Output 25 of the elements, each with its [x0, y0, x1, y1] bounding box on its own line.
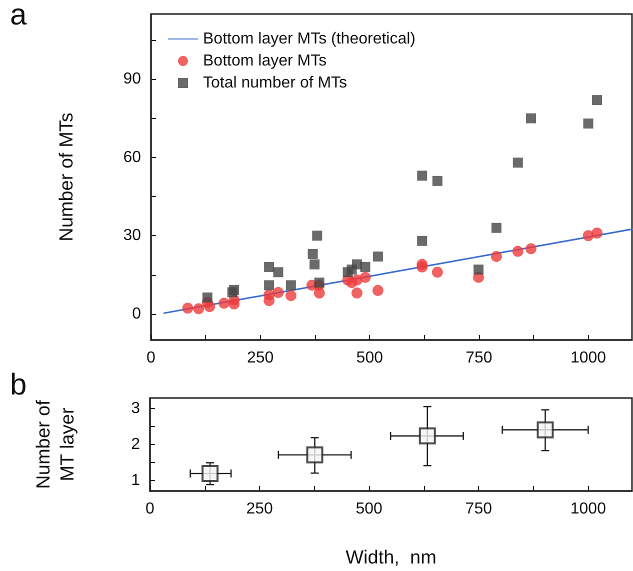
y-axis-title: Number of MTs [56, 112, 78, 242]
y-tick-label: 60 [123, 148, 142, 166]
legend-label: Bottom layer MTs (theoretical) [203, 30, 416, 48]
legend-label: Bottom layer MTs [203, 52, 327, 70]
x-tick-label: 500 [356, 350, 384, 366]
legend-label: Total number of MTs [203, 74, 348, 92]
x-tick-label: 250 [246, 350, 274, 366]
x-tick-label: 1000 [570, 500, 606, 518]
y-tick-label: 2 [131, 436, 140, 453]
x-tick-label: 500 [356, 500, 383, 518]
x-axis-title: Width, nm [346, 548, 436, 568]
y-tick-label: 1 [131, 472, 140, 489]
x-tick-label: 0 [146, 500, 155, 518]
x-tick-label: 750 [465, 500, 492, 518]
x-tick-label: 750 [466, 350, 492, 366]
y-tick-label: 3 [131, 400, 140, 418]
x-tick-label: 0 [146, 350, 156, 366]
text: b [10, 368, 27, 402]
text: a [10, 0, 27, 32]
y-tick-label: 30 [123, 227, 142, 244]
y-axis-title: Number of MT layer [34, 399, 78, 489]
x-tick-label: 1000 [570, 350, 606, 366]
y-tick-label: 0 [132, 305, 142, 322]
y-tick-label: 90 [123, 70, 142, 88]
x-tick-label: 250 [246, 500, 273, 518]
